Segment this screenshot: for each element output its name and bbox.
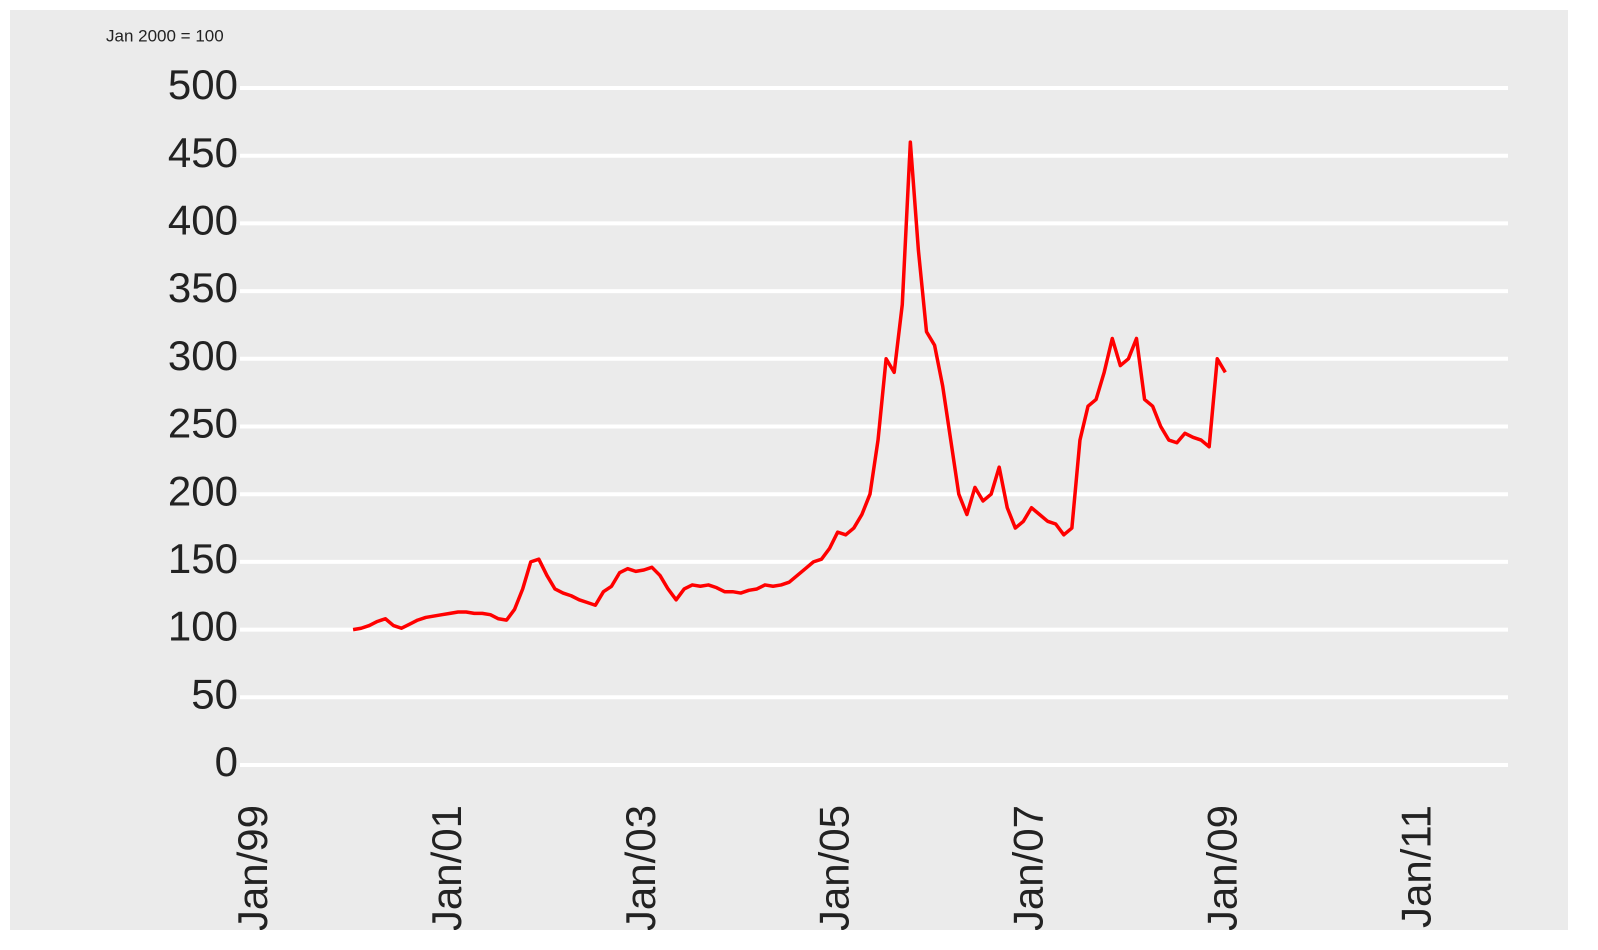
x-tick-label: Jan/01 xyxy=(423,805,470,931)
y-tick-label: 50 xyxy=(191,670,238,717)
y-tick-label: 0 xyxy=(215,738,238,785)
x-tick-label: Jan/03 xyxy=(617,805,664,931)
plot-area: Jan 2000 = 100 0 50 100 150 200 250 300 350 400 4… xyxy=(10,10,1568,931)
x-tick-label: Jan/09 xyxy=(1198,805,1245,931)
y-tick-label: 100 xyxy=(168,603,238,650)
line xyxy=(352,140,1227,632)
y-tick-label: 300 xyxy=(168,332,238,379)
y-tick-label: 500 xyxy=(168,61,238,108)
y-tick-label: 350 xyxy=(168,264,238,311)
background xyxy=(10,10,1568,930)
x-tick-label: Jan/05 xyxy=(811,805,858,931)
subtitle: Jan 2000 = 100 xyxy=(106,26,224,45)
y-tick-label: 150 xyxy=(168,535,238,582)
x-tick-label: Jan/07 xyxy=(1005,805,1052,931)
x-tick-label: Jan/11 xyxy=(1392,805,1439,928)
x-tick-label: Jan/99 xyxy=(229,805,276,931)
y-tick-label: 450 xyxy=(168,129,238,176)
y-tick-label: 250 xyxy=(168,400,238,447)
y-tick-label: 400 xyxy=(168,196,238,243)
y-tick-label: 200 xyxy=(168,467,238,514)
